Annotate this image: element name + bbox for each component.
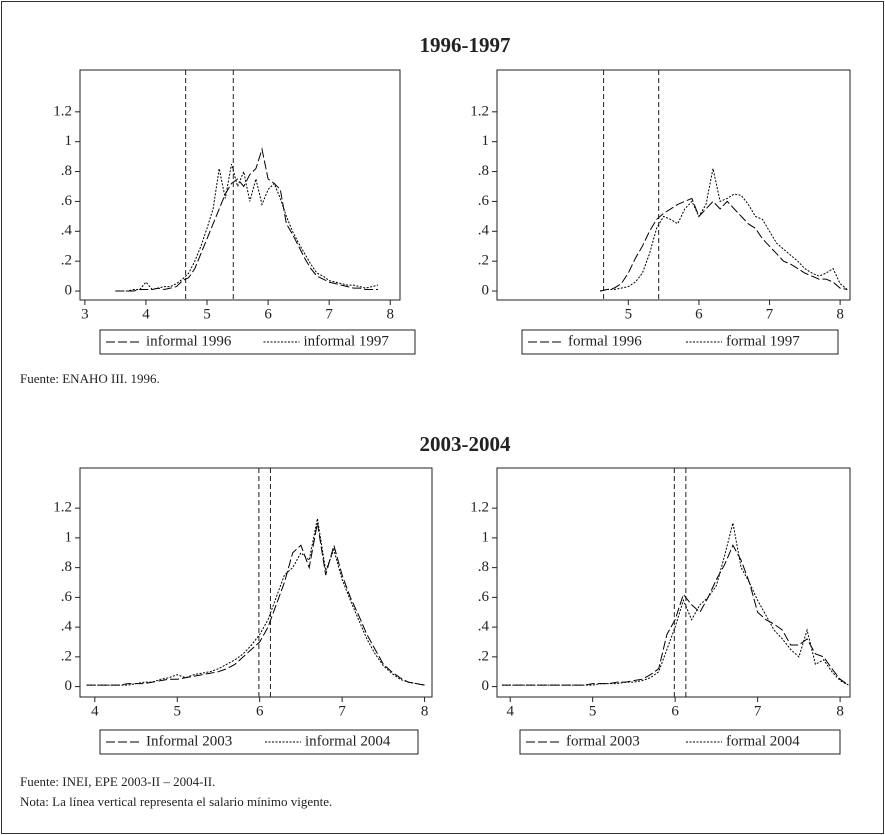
section-title: 2003-2004: [420, 432, 511, 456]
x-tick-label: 4: [506, 703, 514, 719]
legend-box: [521, 329, 839, 355]
x-tick-label: 3: [81, 306, 89, 322]
legend-label: informal 1996: [146, 333, 232, 349]
plot-frame: [79, 69, 401, 301]
y-tick-label: 1: [65, 133, 73, 149]
section-title: 1996-1997: [420, 33, 511, 57]
y-tick-label: .8: [478, 559, 489, 575]
line-series: [86, 522, 425, 686]
x-tick-label: 7: [325, 306, 333, 322]
x-tick-label: 8: [836, 703, 844, 719]
x-tick-label: 4: [142, 306, 150, 322]
y-tick-label: 1.2: [53, 103, 72, 119]
y-tick-label: .6: [478, 589, 490, 605]
x-tick-label: 4: [91, 703, 99, 719]
x-tick-label: 6: [256, 703, 264, 719]
y-tick-label: .2: [61, 253, 72, 269]
y-tick-label: .4: [478, 619, 490, 635]
y-tick-label: 1.2: [470, 500, 489, 516]
line-series: [599, 168, 848, 292]
y-tick-label: .4: [61, 619, 73, 635]
y-tick-label: 0: [482, 282, 490, 298]
legend-box: [99, 729, 419, 755]
y-tick-label: .6: [61, 193, 73, 209]
y-tick-label: .2: [478, 648, 489, 664]
y-tick-label: 1.2: [470, 103, 489, 119]
y-tick-label: 1: [482, 529, 490, 545]
y-tick-label: .4: [61, 223, 73, 239]
legend-box: [99, 329, 416, 355]
legend-label: formal 1996: [568, 333, 642, 349]
line-series: [115, 147, 378, 292]
line-series: [115, 163, 379, 292]
x-tick-label: 6: [671, 703, 679, 719]
note: Nota: La línea vertical representa el sa…: [20, 794, 332, 809]
y-tick-label: .4: [478, 223, 490, 239]
line-series: [501, 522, 849, 686]
legend-label: informal 1997: [304, 333, 390, 349]
legend-label: formal 2003: [566, 733, 640, 749]
y-tick-label: 1: [65, 529, 73, 545]
y-tick-label: .8: [61, 559, 72, 575]
line-series: [599, 197, 848, 292]
y-tick-label: .6: [61, 589, 73, 605]
x-tick-label: 6: [695, 306, 703, 322]
x-tick-label: 8: [421, 703, 429, 719]
x-tick-label: 8: [386, 306, 394, 322]
plot-frame: [79, 467, 433, 698]
x-tick-label: 7: [754, 703, 762, 719]
x-tick-label: 5: [625, 306, 633, 322]
plot-frame: [496, 69, 851, 301]
legend-label: formal 2004: [726, 733, 800, 749]
x-tick-label: 5: [174, 703, 182, 719]
x-tick-label: 5: [203, 306, 211, 322]
source: Fuente: ENAHO III. 1996.: [20, 371, 160, 386]
y-tick-label: .2: [478, 253, 489, 269]
x-tick-label: 7: [766, 306, 774, 322]
x-tick-label: 7: [338, 703, 346, 719]
legend-label: Informal 2003: [146, 733, 232, 749]
y-tick-label: .6: [478, 193, 490, 209]
y-tick-label: .8: [478, 163, 489, 179]
line-series: [86, 518, 425, 686]
legend-label: formal 1997: [726, 333, 800, 349]
line-series: [501, 544, 849, 686]
y-tick-label: 1: [482, 133, 490, 149]
y-tick-label: .2: [61, 648, 72, 664]
y-tick-label: 1.2: [53, 500, 72, 516]
plot-frame: [496, 467, 851, 698]
legend-box: [519, 729, 841, 755]
x-tick-label: 6: [264, 306, 272, 322]
y-tick-label: .8: [61, 163, 72, 179]
legend-label: informal 2004: [305, 733, 391, 749]
source: Fuente: INEI, EPE 2003-II – 2004-II.: [20, 774, 215, 789]
y-tick-label: 0: [482, 678, 490, 694]
y-tick-label: 0: [65, 678, 73, 694]
x-tick-label: 8: [836, 306, 844, 322]
y-tick-label: 0: [65, 282, 73, 298]
x-tick-label: 5: [589, 703, 597, 719]
